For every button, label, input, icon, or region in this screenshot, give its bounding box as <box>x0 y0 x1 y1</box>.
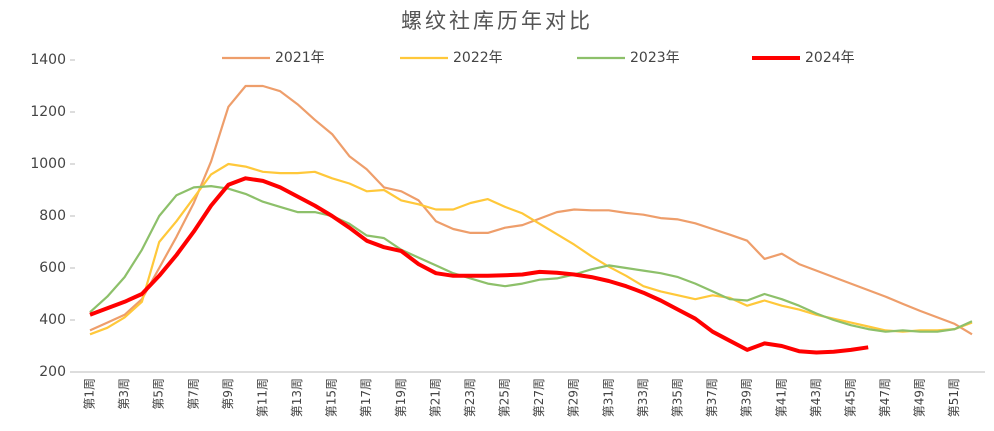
y-tick-label: 1200 <box>30 104 66 120</box>
x-tick-label: 第39周 <box>740 378 754 417</box>
x-tick-label: 第1周 <box>83 378 97 410</box>
x-tick-label: 第35周 <box>671 378 685 417</box>
x-tick-label: 第43周 <box>809 378 823 417</box>
y-tick-label: 400 <box>39 312 66 328</box>
series-line <box>89 176 869 355</box>
x-tick-label: 第29周 <box>567 378 581 417</box>
legend-label: 2021年 <box>275 50 325 66</box>
x-tick-label: 第37周 <box>705 378 719 417</box>
x-tick-label: 第19周 <box>394 378 408 417</box>
x-tick-label: 第23周 <box>463 378 477 417</box>
y-tick-label: 1000 <box>30 156 66 172</box>
x-tick-label: 第41周 <box>774 378 788 417</box>
legend-label: 2024年 <box>805 50 855 66</box>
x-tick-label: 第31周 <box>601 378 615 417</box>
x-tick-label: 第13周 <box>290 378 304 417</box>
legend-label: 2023年 <box>630 50 680 66</box>
y-tick-label: 200 <box>39 364 66 380</box>
x-tick-label: 第15周 <box>325 378 339 417</box>
x-tick-label: 第9周 <box>221 378 235 410</box>
x-tick-label: 第49周 <box>913 378 927 417</box>
x-tick-label: 第45周 <box>843 378 857 417</box>
x-tick-label: 第27周 <box>532 378 546 417</box>
x-tick-label: 第21周 <box>428 378 442 417</box>
x-tick-label: 第33周 <box>636 378 650 417</box>
x-tick-label: 第17周 <box>359 378 373 417</box>
x-tick-label: 第25周 <box>498 378 512 417</box>
series-line <box>89 84 973 336</box>
x-tick-label: 第7周 <box>186 378 200 410</box>
x-tick-label: 第11周 <box>255 378 269 417</box>
chart-title: 螺纹社库历年对比 <box>401 9 593 33</box>
x-tick-label: 第47周 <box>878 378 892 417</box>
x-tick-label: 第5周 <box>152 378 166 410</box>
legend-label: 2022年 <box>453 50 503 66</box>
y-tick-label: 800 <box>39 208 66 224</box>
x-tick-label: 第51周 <box>947 378 961 417</box>
y-tick-label: 600 <box>39 260 66 276</box>
y-tick-label: 1400 <box>30 52 66 68</box>
series-line <box>89 185 973 333</box>
x-tick-label: 第3周 <box>117 378 131 410</box>
